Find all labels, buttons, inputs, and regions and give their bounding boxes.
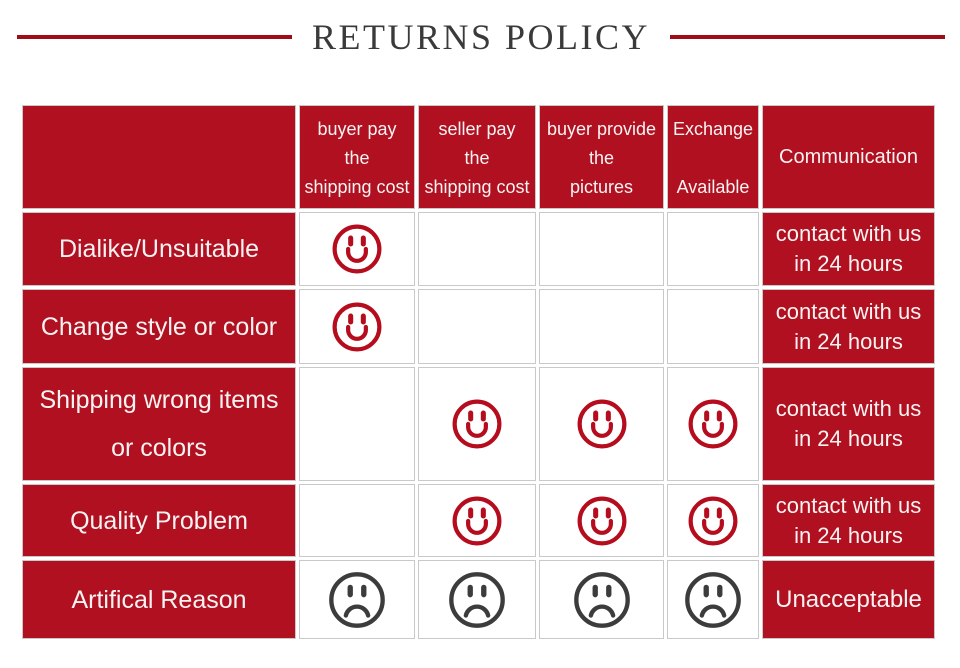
mark-cell <box>539 212 664 286</box>
row-label-cell: Shipping wrong items or colors <box>22 367 296 481</box>
row-label-cell: Artifical Reason <box>22 560 296 639</box>
mark-cell <box>667 212 759 286</box>
sad-face-icon <box>449 571 505 628</box>
communication-cell: contact with us in 24 hours <box>762 289 935 364</box>
happy-face-icon <box>332 224 382 274</box>
header-line: buyer provide <box>546 119 657 139</box>
header-line: buyer pay <box>317 119 397 139</box>
sad-face-icon <box>685 571 741 628</box>
header-buyer-pay-shipping: buyer pay the shipping cost <box>299 105 415 209</box>
mark-cell <box>539 560 664 639</box>
mark-cell <box>299 560 415 639</box>
header-line: the <box>464 148 490 168</box>
happy-face-icon <box>688 399 738 449</box>
title-rule-left <box>17 35 292 39</box>
row-label-cell: Change style or color <box>22 289 296 364</box>
row-label-cell: Dialike/Unsuitable <box>22 212 296 286</box>
mark-cell <box>418 212 536 286</box>
header-line: Communication <box>779 145 918 168</box>
header-communication: Communication <box>762 105 935 209</box>
mark-cell <box>418 367 536 481</box>
header-exchange-available: Exchange Available <box>667 105 759 209</box>
header-corner-cell <box>22 105 296 209</box>
mark-cell <box>299 484 415 557</box>
header-line: the <box>588 148 615 168</box>
mark-cell <box>667 484 759 557</box>
returns-policy-table: buyer pay the shipping cost seller pay t… <box>22 105 935 639</box>
header-seller-pay-shipping: seller pay the shipping cost <box>418 105 536 209</box>
header-line: the <box>344 148 370 168</box>
mark-cell <box>539 367 664 481</box>
mark-cell <box>418 289 536 364</box>
happy-face-icon <box>577 399 626 449</box>
header-line: Exchange <box>672 119 754 139</box>
header-line: pictures <box>569 177 634 197</box>
happy-face-icon <box>688 496 738 545</box>
mark-cell <box>667 367 759 481</box>
row-label-cell: Quality Problem <box>22 484 296 557</box>
mark-cell <box>418 484 536 557</box>
title-rule-right <box>670 35 945 39</box>
header-line: seller pay <box>438 119 516 139</box>
happy-face-icon <box>332 302 382 351</box>
sad-face-icon <box>573 571 630 628</box>
happy-face-icon <box>577 496 626 545</box>
sad-face-icon <box>329 571 385 628</box>
mark-cell <box>418 560 536 639</box>
mark-cell <box>299 212 415 286</box>
mark-cell <box>299 367 415 481</box>
communication-cell: contact with us in 24 hours <box>762 484 935 557</box>
happy-face-icon <box>452 496 502 545</box>
header-line: Available <box>676 177 750 197</box>
mark-cell <box>667 560 759 639</box>
happy-face-icon <box>452 399 502 449</box>
page-title: RETURNS POLICY <box>311 17 651 57</box>
mark-cell <box>299 289 415 364</box>
header-line: shipping cost <box>424 177 530 197</box>
mark-cell <box>667 289 759 364</box>
mark-cell <box>539 289 664 364</box>
header-buyer-provide-pictures: buyer provide the pictures <box>539 105 664 209</box>
communication-cell: contact with us in 24 hours <box>762 212 935 286</box>
header-line: shipping cost <box>304 177 410 197</box>
communication-cell: contact with us in 24 hours <box>762 367 935 481</box>
communication-cell: Unacceptable <box>762 560 935 639</box>
mark-cell <box>539 484 664 557</box>
title-bar: RETURNS POLICY <box>0 12 960 62</box>
